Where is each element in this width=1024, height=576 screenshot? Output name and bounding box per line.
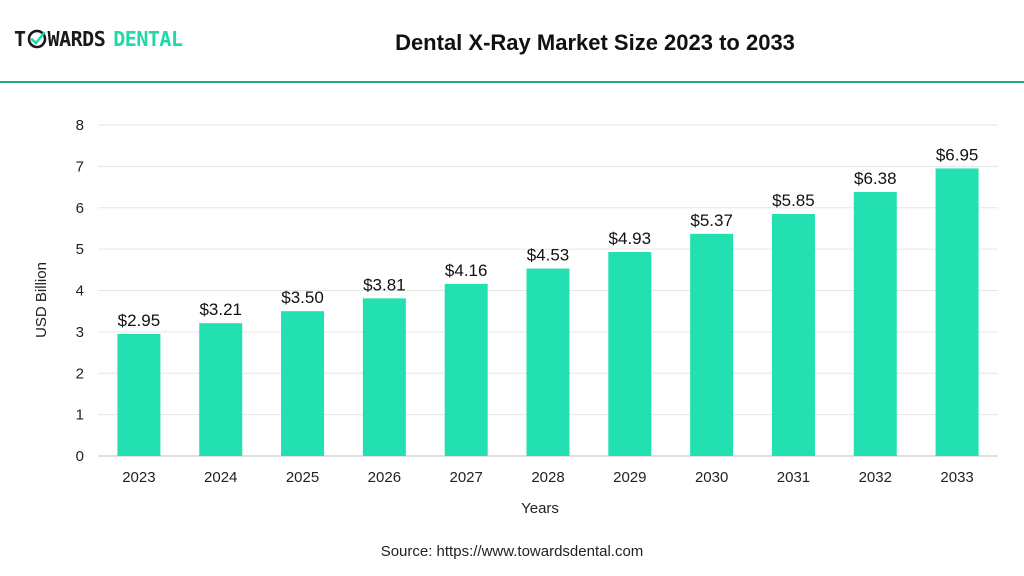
bar-value-label: $4.53 [527, 246, 570, 265]
x-tick-label: 2026 [368, 469, 401, 486]
brand-word-dental: DENTAL [113, 27, 183, 51]
x-tick-label: 2028 [531, 469, 564, 486]
bar-value-label: $2.95 [118, 311, 161, 330]
y-axis-title: USD Billion [33, 262, 50, 338]
bar-2028 [526, 268, 570, 456]
bar-2032 [853, 192, 897, 456]
tooth-check-icon [27, 29, 47, 49]
bar-2026 [362, 298, 406, 456]
y-tick-label: 7 [76, 158, 84, 175]
header-divider [0, 81, 1024, 83]
bars [117, 168, 979, 456]
bar-value-label: $3.50 [281, 288, 324, 307]
header: T WARDS DENTAL Dental X-Ray Market Size … [0, 0, 1024, 83]
bar-value-label: $3.21 [199, 300, 242, 319]
brand-word-t: T [14, 27, 26, 51]
x-tick-label: 2031 [777, 469, 810, 486]
bar-value-label: $3.81 [363, 275, 406, 294]
y-tick-label: 8 [76, 117, 84, 134]
x-axis-title: Years [521, 500, 559, 517]
y-tick-label: 0 [76, 448, 84, 465]
bar-2029 [608, 252, 652, 456]
x-tick-label: 2025 [286, 469, 319, 486]
bar-2033 [935, 168, 979, 456]
value-labels: $2.95 $3.21 $3.50 $3.81 $4.16 $4.53 $4.93 $5.37… [118, 145, 979, 330]
x-tick-label: 2033 [940, 469, 973, 486]
bar-2031 [771, 213, 815, 456]
bar-2027 [444, 283, 488, 456]
axes: 0 1 2 3 4 5 6 7 8 2023 2024 2025 2026 2027 2028 2029 203… [76, 117, 998, 486]
bar-2030 [690, 233, 734, 456]
x-tick-label: 2029 [613, 469, 646, 486]
bar-2024 [199, 323, 243, 456]
y-tick-label: 4 [76, 283, 84, 300]
y-tick-label: 3 [76, 324, 84, 341]
bar-value-label: $6.95 [936, 145, 979, 164]
x-tick-label: 2027 [449, 469, 482, 486]
bar-value-label: $5.85 [772, 191, 815, 210]
bar-2025 [281, 311, 325, 456]
chart-title: Dental X-Ray Market Size 2023 to 2033 [395, 30, 795, 55]
y-tick-label: 5 [76, 241, 84, 258]
x-tick-label: 2030 [695, 469, 728, 486]
brand-word-rest: WARDS [47, 27, 106, 51]
source-note: Source: https://www.towardsdental.com [380, 543, 644, 560]
bar-value-label: $6.38 [854, 169, 897, 188]
x-tick-label: 2023 [122, 469, 155, 486]
bar-value-label: $4.16 [445, 261, 488, 280]
bar-2023 [117, 333, 161, 456]
x-tick-label: 2024 [204, 469, 237, 486]
bar-value-label: $5.37 [690, 211, 733, 230]
bar-value-label: $4.93 [609, 229, 652, 248]
y-tick-label: 2 [76, 365, 84, 382]
y-tick-label: 6 [76, 200, 84, 217]
x-tick-label: 2032 [859, 469, 892, 486]
brand-logo: T WARDS DENTAL [14, 27, 183, 51]
y-tick-label: 1 [76, 407, 84, 424]
